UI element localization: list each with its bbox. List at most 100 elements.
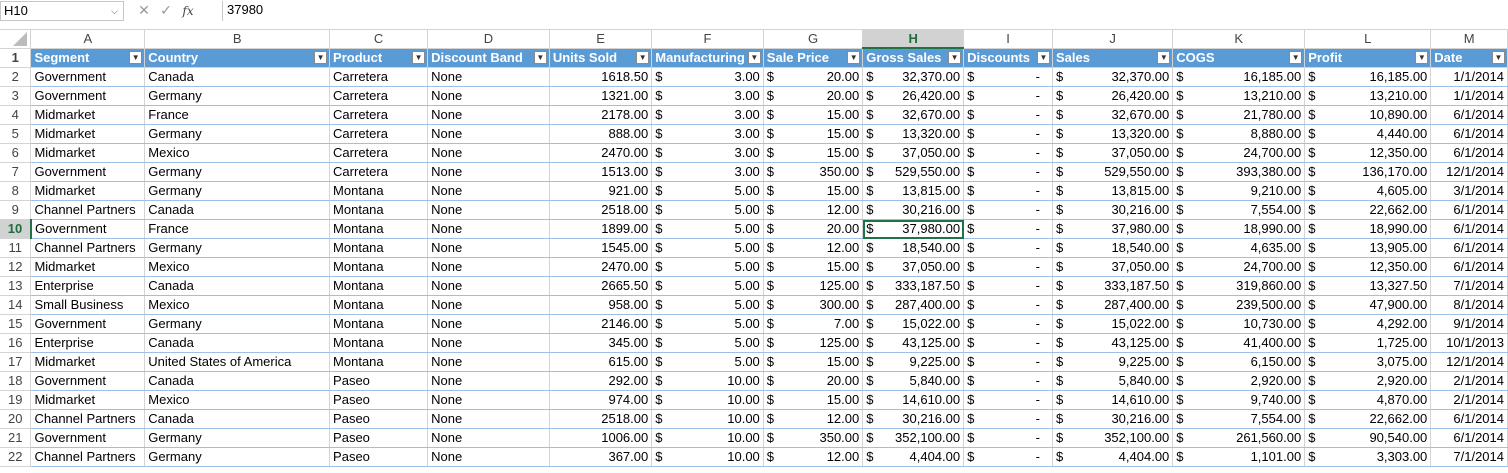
column-header-j[interactable]: J [1052,30,1174,49]
cell[interactable]: Enterprise [30,333,146,353]
cell[interactable]: $37,050.00 [1052,257,1174,277]
cell[interactable]: $529,550.00 [862,162,965,182]
cell[interactable]: $15,022.00 [862,314,965,334]
row-number[interactable]: 11 [0,238,32,258]
cell[interactable]: $16,185.00 [1172,67,1306,87]
cell[interactable]: 8/1/2014 [1430,295,1508,315]
cell[interactable]: $13,905.00 [1304,238,1432,258]
cell[interactable]: Germany [144,238,331,258]
cell[interactable]: $18,540.00 [1052,238,1174,258]
cell[interactable]: 2146.00 [549,314,653,334]
cell[interactable]: Mexico [144,257,331,277]
column-header-b[interactable]: B [144,30,331,49]
cell[interactable]: Montana [329,238,429,258]
cell[interactable]: $13,327.50 [1304,276,1432,296]
cell[interactable]: $13,815.00 [1052,181,1174,201]
row-number[interactable]: 3 [0,86,32,106]
cell[interactable]: None [427,447,550,467]
cell[interactable]: France [144,105,331,125]
column-header-d[interactable]: D [427,30,550,49]
cell[interactable]: 2518.00 [549,409,653,429]
table-header-cell[interactable]: Sales ▼ [1052,48,1174,68]
cell[interactable]: $ - [963,238,1053,258]
filter-dropdown-icon[interactable]: ▼ [1036,50,1050,64]
cell[interactable]: None [427,67,550,87]
cell[interactable]: 888.00 [549,124,653,144]
cell[interactable]: $12,350.00 [1304,143,1432,163]
cell[interactable]: Mexico [144,143,331,163]
cell[interactable]: None [427,105,550,125]
cell[interactable]: $352,100.00 [1052,428,1174,448]
row-number[interactable]: 21 [0,428,32,448]
cell[interactable]: 12/1/2014 [1430,162,1508,182]
row-number[interactable]: 17 [0,352,32,372]
table-header-cell[interactable]: Country ▼ [144,48,331,68]
cell[interactable]: Carretera [329,67,429,87]
cell[interactable]: None [427,352,550,372]
cell[interactable]: $26,420.00 [862,86,965,106]
cell[interactable]: $30,216.00 [1052,409,1174,429]
cell[interactable]: $5.00 [651,352,764,372]
filter-dropdown-icon[interactable]: ▼ [747,50,761,64]
cell[interactable]: Montana [329,333,429,353]
table-header-cell[interactable]: Discount Band ▼ [427,48,550,68]
filter-dropdown-icon[interactable]: ▼ [533,50,547,64]
cell[interactable]: Montana [329,314,429,334]
cell[interactable]: $7.00 [763,314,864,334]
cell[interactable]: 1899.00 [549,219,653,239]
cell[interactable]: $12.00 [763,200,864,220]
cell[interactable]: 6/1/2014 [1430,257,1508,277]
cell[interactable]: $5.00 [651,219,764,239]
cell[interactable]: $15,022.00 [1052,314,1174,334]
cell[interactable]: $ - [963,162,1053,182]
cell[interactable]: 10/1/2013 [1430,333,1508,353]
cell[interactable]: 345.00 [549,333,653,353]
row-number[interactable]: 16 [0,333,32,353]
table-header-cell[interactable]: Date ▼ [1430,48,1508,68]
cell[interactable]: $4,292.00 [1304,314,1432,334]
row-number[interactable]: 22 [0,447,32,467]
cell[interactable]: Small Business [30,295,146,315]
cell[interactable]: $37,050.00 [1052,143,1174,163]
cell[interactable]: $10.00 [651,447,764,467]
cell[interactable]: $32,370.00 [862,67,965,87]
cell[interactable]: 2518.00 [549,200,653,220]
table-header-cell[interactable]: Discounts ▼ [963,48,1053,68]
cell[interactable]: $ - [963,86,1053,106]
cell[interactable]: $18,540.00 [862,238,965,258]
cell[interactable]: None [427,200,550,220]
cell[interactable]: 9/1/2014 [1430,314,1508,334]
column-header-m[interactable]: M [1430,30,1508,49]
cell[interactable]: $261,560.00 [1172,428,1306,448]
cell[interactable]: 921.00 [549,181,653,201]
cell[interactable]: $ - [963,257,1053,277]
cell[interactable]: $37,980.00 [1052,219,1174,239]
cell[interactable]: $9,225.00 [862,352,965,372]
cell[interactable]: $319,860.00 [1172,276,1306,296]
cell[interactable]: $239,500.00 [1172,295,1306,315]
cell[interactable]: Germany [144,447,331,467]
cell[interactable]: 2178.00 [549,105,653,125]
cell[interactable]: $26,420.00 [1052,86,1174,106]
cell[interactable]: $7,554.00 [1172,409,1306,429]
cell[interactable]: 1513.00 [549,162,653,182]
cell[interactable]: None [427,295,550,315]
column-header-h[interactable]: H [862,30,965,49]
filter-dropdown-icon[interactable]: ▼ [1289,50,1303,64]
cell[interactable]: $333,187.50 [862,276,965,296]
cell[interactable]: None [427,409,550,429]
cell[interactable]: $4,870.00 [1304,390,1432,410]
cell[interactable]: Germany [144,314,331,334]
cell[interactable]: $3.00 [651,67,764,87]
cell[interactable]: $ - [963,352,1053,372]
cell[interactable]: 6/1/2014 [1430,105,1508,125]
cell[interactable]: $333,187.50 [1052,276,1174,296]
cell[interactable]: $15.00 [763,143,864,163]
enter-icon[interactable]: ✓ [160,2,172,18]
cell[interactable]: Germany [144,181,331,201]
cell[interactable]: $15.00 [763,257,864,277]
row-number[interactable]: 12 [0,257,32,277]
cell[interactable]: Montana [329,200,429,220]
cell[interactable]: Paseo [329,409,429,429]
cell[interactable]: Carretera [329,143,429,163]
